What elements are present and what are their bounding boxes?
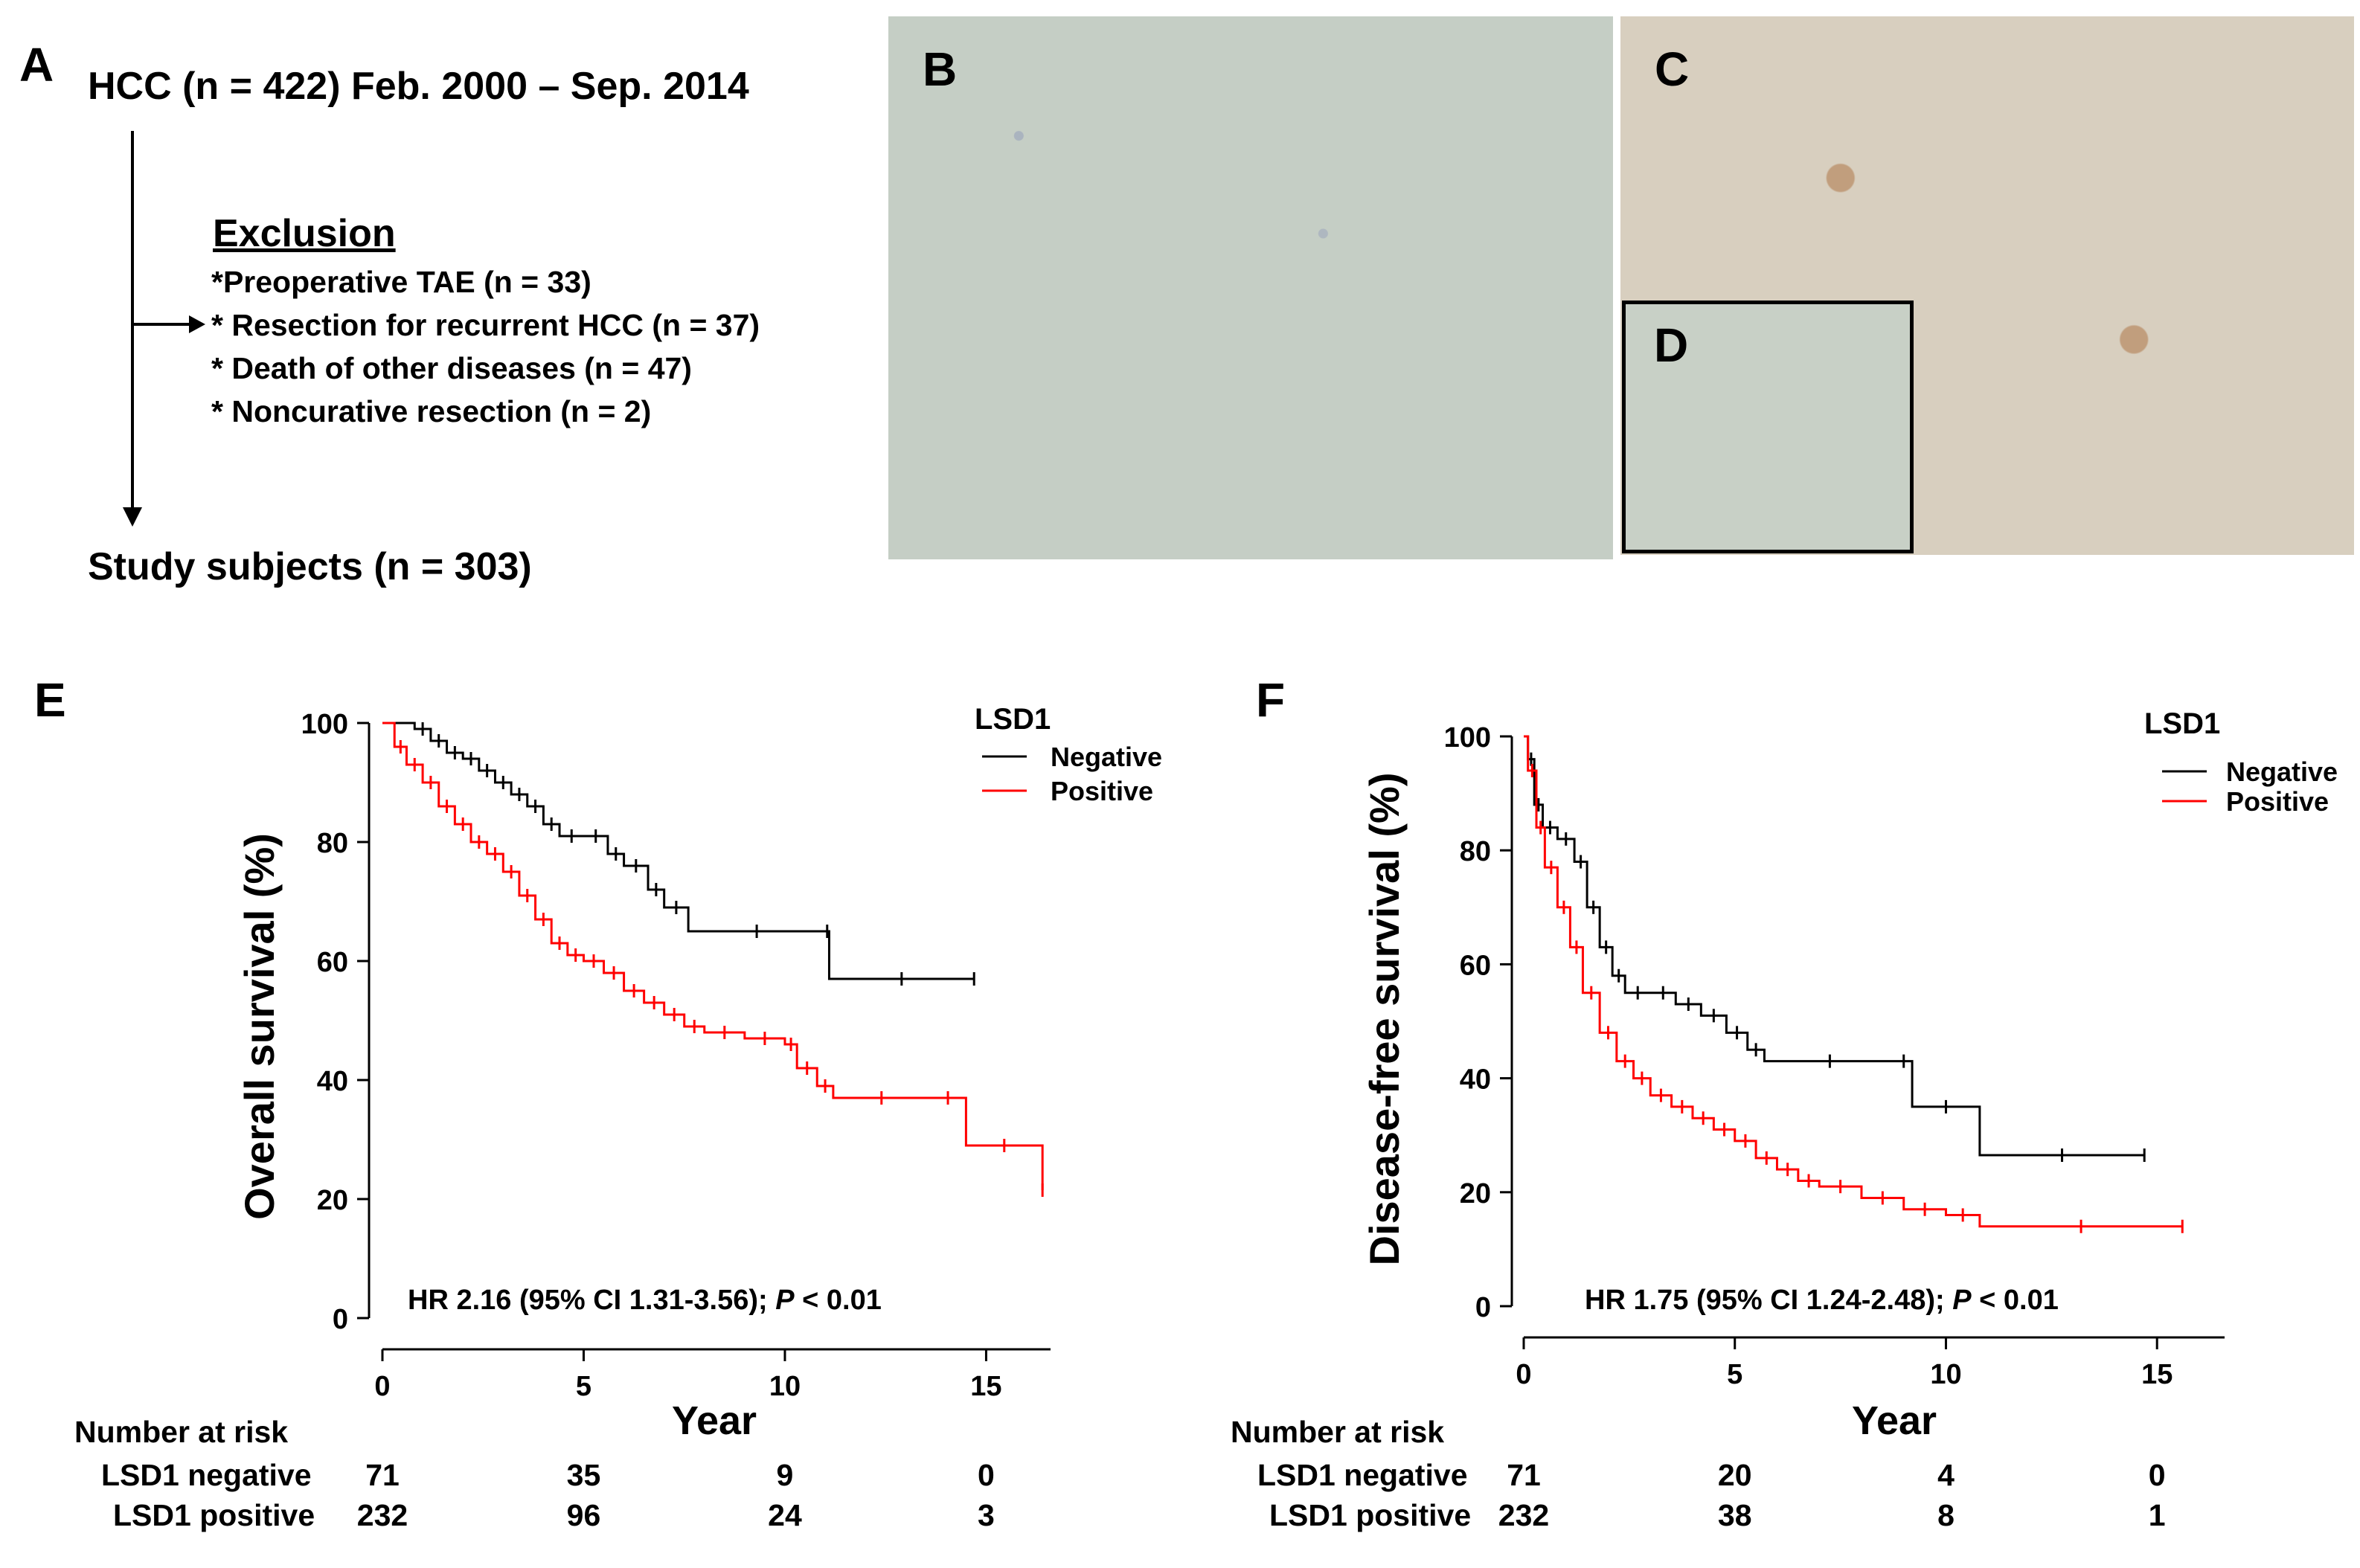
- hazard-ratio-annotation: HR 2.16 (95% CI 1.31-3.56); P < 0.01: [408, 1285, 882, 1316]
- risk-header-e: Number at risk: [74, 1415, 289, 1449]
- panel-label-c: C: [1655, 42, 1690, 96]
- legend-title: LSD1: [975, 703, 1051, 736]
- y-tick-label: 0: [333, 1304, 348, 1335]
- y-axis-label: Disease-free survival (%): [1361, 772, 1408, 1265]
- risk-value: 0: [2148, 1458, 2166, 1492]
- panel-label-d: D: [1654, 318, 1689, 372]
- risk-row-label: LSD1 negative: [101, 1458, 312, 1492]
- km-curve-positive: [1524, 735, 2183, 1228]
- km-curve-positive: [382, 722, 1044, 1190]
- legend-title: LSD1: [2144, 707, 2220, 740]
- risk-value: 38: [1717, 1498, 1752, 1532]
- y-tick-label: 80: [317, 828, 348, 859]
- x-tick-label: 5: [576, 1371, 591, 1402]
- y-tick-label: 0: [1475, 1292, 1491, 1323]
- risk-value: 71: [1507, 1458, 1541, 1492]
- legend-positive: Positive: [1051, 776, 1153, 806]
- survival-chart-f: 0 20 40 60 80 100 0 5 10 15 Disease-free survival…: [1361, 707, 2338, 1443]
- risk-row-label: LSD1 positive: [1269, 1498, 1472, 1532]
- panel-label-a: A: [19, 38, 54, 91]
- exclusion-item: * Death of other diseases (n = 47): [211, 351, 692, 385]
- panel-label-b: B: [923, 42, 958, 96]
- panel-label-e: E: [34, 673, 66, 727]
- panel-label-f: F: [1256, 673, 1286, 727]
- risk-value: 9: [776, 1458, 794, 1492]
- y-tick-label: 60: [317, 947, 348, 978]
- risk-value: 24: [768, 1498, 802, 1532]
- x-tick-label: 15: [2141, 1359, 2173, 1390]
- x-tick-label: 0: [1516, 1359, 1531, 1390]
- y-tick-label: 20: [317, 1185, 348, 1216]
- y-tick-label: 20: [1460, 1178, 1491, 1209]
- y-tick-label: 40: [317, 1066, 348, 1097]
- exclusion-item: * Noncurative resection (n = 2): [211, 394, 652, 428]
- down-arrow-icon: [123, 507, 142, 527]
- risk-value: 71: [365, 1458, 400, 1492]
- x-tick-label: 10: [769, 1371, 801, 1402]
- risk-row-label: LSD1 positive: [113, 1498, 315, 1532]
- hazard-ratio-annotation: HR 1.75 (95% CI 1.24-2.48); P < 0.01: [1585, 1285, 2059, 1316]
- x-tick-label: 10: [1930, 1359, 1961, 1390]
- km-curve-negative: [382, 722, 975, 980]
- km-curve-negative: [1524, 735, 2145, 1157]
- x-tick-label: 15: [970, 1371, 1001, 1402]
- risk-header-f: Number at risk: [1231, 1415, 1445, 1449]
- exclusion-item: * Resection for recurrent HCC (n = 37): [211, 308, 760, 342]
- risk-value: 4: [1937, 1458, 1955, 1492]
- y-tick-label: 100: [301, 709, 348, 740]
- risk-value: 20: [1717, 1458, 1752, 1492]
- y-tick-label: 80: [1460, 836, 1491, 867]
- risk-value: 3: [978, 1498, 995, 1532]
- x-axis-label: Year: [1852, 1398, 1937, 1443]
- micrograph-d-inset: D: [1622, 301, 1914, 553]
- risk-row-label: LSD1 negative: [1257, 1458, 1468, 1492]
- risk-value: 0: [978, 1458, 995, 1492]
- y-axis-label: Overall survival (%): [236, 833, 283, 1220]
- y-tick-label: 60: [1460, 950, 1491, 981]
- risk-value: 232: [356, 1498, 408, 1532]
- y-tick-label: 40: [1460, 1064, 1491, 1096]
- micrograph-b: B: [888, 16, 1613, 559]
- exclusion-title: Exclusion: [213, 212, 396, 255]
- risk-value: 1: [2148, 1498, 2166, 1532]
- flowchart-bottom: Study subjects (n = 303): [88, 545, 532, 588]
- risk-value: 96: [566, 1498, 601, 1532]
- risk-value: 232: [1498, 1498, 1550, 1532]
- exclusion-item: *Preoperative TAE (n = 33): [211, 265, 591, 299]
- x-tick-label: 5: [1727, 1359, 1742, 1390]
- x-tick-label: 0: [374, 1371, 390, 1402]
- x-axis-label: Year: [672, 1398, 757, 1443]
- right-arrow-icon: [189, 315, 205, 333]
- y-tick-label: 100: [1444, 722, 1491, 754]
- risk-value: 8: [1937, 1498, 1955, 1532]
- legend-negative: Negative: [1051, 742, 1162, 772]
- legend-positive: Positive: [2226, 786, 2329, 817]
- flowchart-top: HCC (n = 422) Feb. 2000 – Sep. 2014: [88, 65, 749, 108]
- flowchart-arrows: [123, 131, 205, 527]
- legend-negative: Negative: [2226, 756, 2338, 787]
- risk-value: 35: [566, 1458, 601, 1492]
